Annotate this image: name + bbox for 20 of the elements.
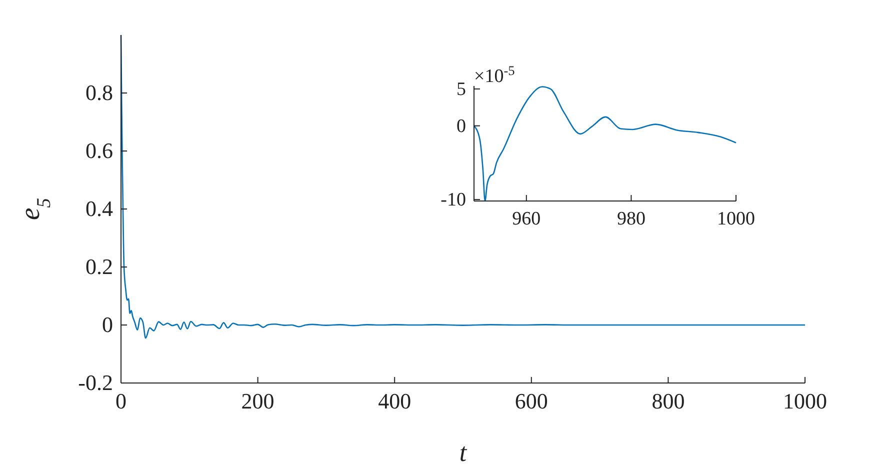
x-tick-label: 200	[241, 388, 274, 414]
y-tick-label: 0.2	[86, 254, 113, 280]
y-tick-label: 0	[456, 116, 466, 137]
x-axis-title: t	[459, 438, 468, 467]
x-tick-label: 800	[652, 388, 685, 414]
y-tick-label: -0.2	[78, 370, 113, 396]
x-tick-label: 600	[514, 388, 548, 414]
y-tick-label: 0.8	[86, 80, 113, 106]
x-tick-label: 1000	[717, 208, 755, 230]
y-tick-label: 0	[102, 312, 113, 338]
y-tick-label: 0.6	[86, 138, 113, 164]
annotation: ×10$^{-5}$	[474, 62, 516, 87]
x-tick-label: 980	[616, 208, 646, 230]
y-tick-label: 0.4	[86, 196, 113, 222]
x-tick-label: 1000	[783, 388, 827, 414]
line-series	[473, 86, 737, 202]
y-tick-label: -10	[440, 190, 466, 211]
x-tick-label: 400	[378, 388, 412, 414]
x-tick-label: 960	[512, 208, 541, 230]
y-tick-label: 5	[456, 79, 466, 100]
